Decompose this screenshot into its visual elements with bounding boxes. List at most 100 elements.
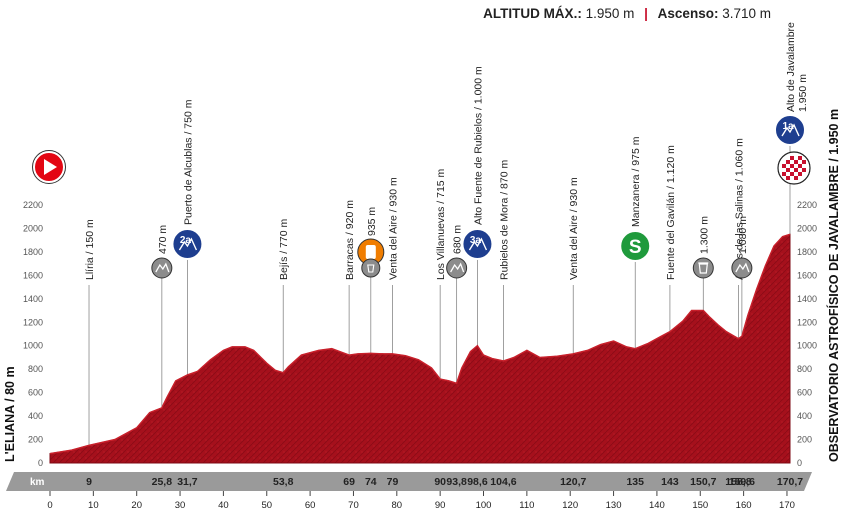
x-tick-150: 150 [692, 500, 708, 511]
checker-cell [794, 160, 798, 164]
y-tick-left-1200: 1200 [23, 317, 43, 327]
mountain-glyph-icon [450, 262, 465, 273]
km-value-7: 90 [434, 476, 446, 488]
waypoint-label-2: Puerto de Alcublas / 750 m [182, 99, 194, 225]
waypoint-label-11: Venta del Aire / 930 m [568, 177, 580, 280]
checkered-flag-icon [782, 156, 806, 180]
checker-cell [786, 176, 790, 180]
x-tick-30: 30 [175, 500, 186, 511]
x-tick-120: 120 [562, 500, 578, 511]
y-tick-right-1800: 1800 [797, 247, 817, 257]
x-tick-50: 50 [261, 500, 272, 511]
checker-cell [798, 160, 802, 164]
mountain-glyph-icon [178, 237, 198, 251]
waypoint-label-4: Barracas / 920 m [344, 200, 356, 280]
x-tick-40: 40 [218, 500, 229, 511]
checker-cell [798, 176, 802, 180]
finish-label: OBSERVATORIO ASTROFÍSICO DE JAVALAMBRE /… [826, 109, 841, 462]
y-tick-left-2000: 2000 [23, 223, 43, 233]
km-value-1: 25,8 [152, 476, 173, 488]
checker-cell [802, 168, 806, 172]
ascent-label: Ascenso: [657, 6, 719, 21]
checker-cell [794, 164, 798, 168]
y-tick-left-1800: 1800 [23, 247, 43, 257]
y-tick-left-600: 600 [28, 388, 43, 398]
checker-cell [798, 168, 802, 172]
y-axis-right: 0 200 400 600 800 1000 1200 1400 1600 1800 2000 220… [797, 200, 817, 468]
waypoint-label-17: Alto de Javalambre [785, 22, 797, 112]
checker-cell [794, 168, 798, 172]
checker-cell [782, 164, 786, 168]
checker-cell [794, 156, 798, 160]
checker-cell [782, 168, 786, 172]
km-value-5: 74 [365, 476, 377, 488]
x-tick-140: 140 [649, 500, 665, 511]
waste-zone-icon [361, 258, 381, 278]
checker-cell [786, 156, 790, 160]
km-value-11: 120,7 [560, 476, 586, 488]
km-value-15: 158,8 [725, 476, 751, 488]
max-altitude-value: 1.950 m [585, 6, 635, 21]
mountain-glyph-icon [155, 262, 170, 273]
waypoint-label-10: Rubielos de Mora / 870 m [498, 160, 510, 280]
elevation-profile-ridge [49, 233, 791, 455]
km-band [6, 472, 812, 491]
waypoint-icon-14 [692, 257, 714, 279]
y-tick-right-400: 400 [797, 411, 812, 421]
y-tick-left-0: 0 [38, 458, 43, 468]
waypoint-labels: Llíria / 150 m 470 m 2a Puerto de Alcublas … [84, 22, 809, 280]
y-tick-left-400: 400 [28, 411, 43, 421]
km-label: km [30, 477, 45, 488]
km-waypoint-values: 9 25,8 31,7 53,8 69 74 79 90 93,8 98,6 104,6 120,7 1… [86, 476, 803, 488]
y-tick-right-600: 600 [797, 388, 812, 398]
checker-cell [790, 160, 794, 164]
sprint-badge-icon [619, 230, 652, 262]
waypoint-label-8: 680 m [452, 225, 464, 254]
ascent-value: 3.710 m [722, 6, 771, 21]
mountain-glyph-icon [468, 237, 488, 251]
finish-badge [777, 151, 811, 185]
waypoint-icon-8 [446, 257, 468, 279]
bin-glyph-icon [367, 264, 375, 273]
y-tick-left-1600: 1600 [23, 270, 43, 280]
checker-cell [786, 168, 790, 172]
y-tick-right-800: 800 [797, 364, 812, 374]
km-value-10: 104,6 [490, 476, 516, 488]
waypoint-label-15: Arcos de las Salinas / 1.060 m [733, 138, 745, 280]
checker-cell [790, 164, 794, 168]
checker-cell [790, 176, 794, 180]
km-value-17: 170,7 [777, 476, 803, 488]
km-value-8: 93,8 [446, 476, 467, 488]
y-tick-right-2200: 2200 [797, 200, 817, 210]
waypoint-label-13: Fuente del Gavilán / 1.120 m [665, 145, 677, 280]
km-value-3: 53,8 [273, 476, 294, 488]
mountain-glyph-icon [735, 262, 750, 273]
checker-cell [794, 172, 798, 176]
x-tick-80: 80 [392, 500, 403, 511]
waypoint-guide-lines [88, 145, 791, 446]
waypoint-icon-12: S [619, 230, 652, 262]
bin-glyph-icon [698, 262, 709, 274]
checker-cell [794, 176, 798, 180]
waypoint-icon-1 [151, 257, 173, 279]
checker-cell [798, 156, 802, 160]
checker-cell [798, 172, 802, 176]
checker-cell [790, 156, 794, 160]
waypoint-label-5: 935 m [366, 207, 378, 236]
x-tick-0: 0 [47, 500, 52, 511]
climb-category-label: 1a [782, 121, 794, 132]
max-altitude-label: ALTITUD MÁX.: [483, 6, 582, 21]
x-tick-20: 20 [131, 500, 142, 511]
checker-cell [802, 160, 806, 164]
play-icon [44, 159, 57, 175]
climb-category-icon [774, 114, 806, 146]
x-tick-70: 70 [348, 500, 359, 511]
checker-cell [790, 168, 794, 172]
waypoint-label-12: Manzanera / 975 m [630, 136, 642, 227]
climb-category-icon [461, 228, 494, 260]
km-value-4: 69 [343, 476, 355, 488]
x-tick-170: 170 [779, 500, 795, 511]
waypoint-label-6: Venta del Aire / 930 m [387, 177, 399, 280]
waypoint-label-7: Los Villanuevas / 715 m [435, 168, 447, 280]
climb-category-icon [171, 228, 204, 260]
